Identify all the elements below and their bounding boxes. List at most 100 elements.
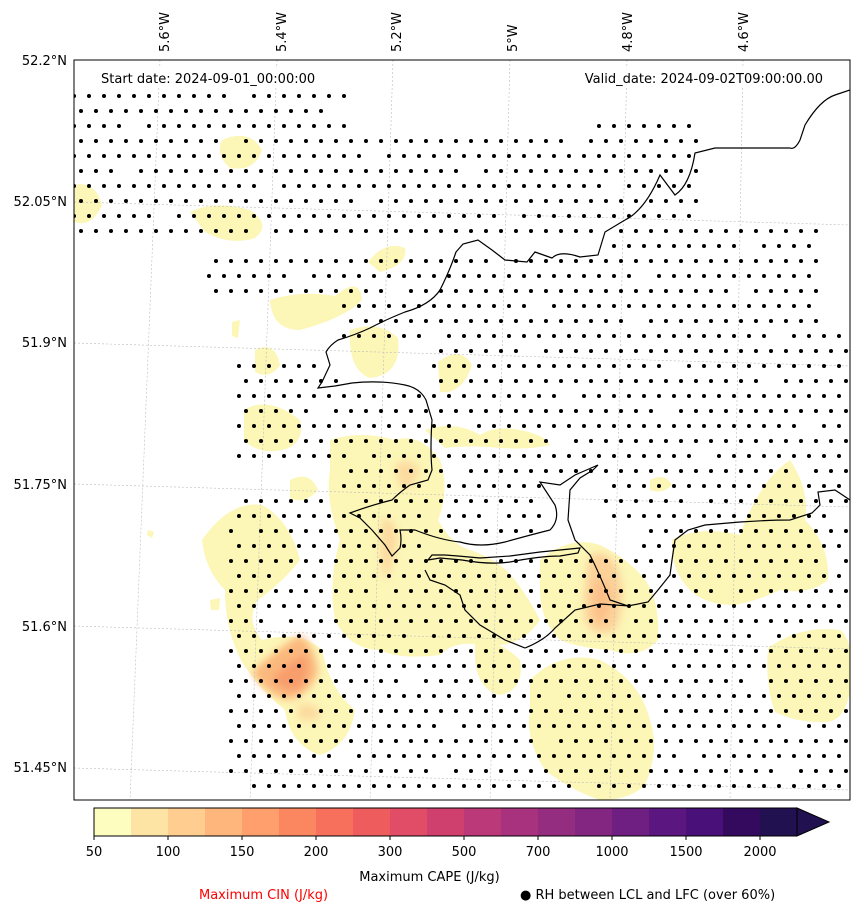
rh-dot — [244, 199, 248, 203]
rh-dot — [582, 274, 586, 278]
rh-dot — [807, 544, 811, 548]
rh-dot — [529, 289, 533, 293]
rh-dot — [447, 634, 451, 638]
rh-dot — [469, 409, 473, 413]
rh-dot — [454, 649, 458, 653]
rh-dot — [814, 319, 818, 323]
rh-dot — [259, 169, 263, 173]
rh-dot — [799, 679, 803, 683]
rh-dot — [694, 769, 698, 773]
rh-dot — [672, 784, 676, 788]
rh-dot — [612, 634, 616, 638]
rh-dot — [582, 634, 586, 638]
rh-dot — [589, 259, 593, 263]
rh-dot — [319, 679, 323, 683]
rh-dot — [582, 304, 586, 308]
rh-dot — [679, 589, 683, 593]
rh-dot — [634, 739, 638, 743]
start-date-label: Start date: 2024-09-01_00:00:00 — [101, 72, 315, 87]
rh-dot — [604, 349, 608, 353]
rh-dot — [739, 769, 743, 773]
rh-dot — [319, 289, 323, 293]
rh-dot — [364, 709, 368, 713]
rh-dot — [822, 634, 826, 638]
rh-dot — [94, 229, 98, 233]
rh-dot — [252, 214, 256, 218]
rh-dot — [364, 619, 368, 623]
rh-dot — [739, 739, 743, 743]
rh-dot — [597, 334, 601, 338]
rh-dot — [529, 409, 533, 413]
rh-dot — [507, 664, 511, 668]
rh-dot — [799, 259, 803, 263]
rh-dot — [807, 304, 811, 308]
rh-dot — [649, 199, 653, 203]
rh-dot — [334, 709, 338, 713]
rh-dot — [312, 394, 316, 398]
rh-dot — [169, 109, 173, 113]
rh-dot — [807, 334, 811, 338]
rh-dot — [342, 424, 346, 428]
rh-dot — [814, 619, 818, 623]
rh-dot — [574, 409, 578, 413]
rh-dot — [372, 694, 376, 698]
cape-colorbar: 50 100 150 200 300 500 700 1000 1500 2000 — [86, 807, 831, 860]
rh-dot — [657, 364, 661, 368]
rh-dot — [507, 394, 511, 398]
rh-dot — [394, 139, 398, 143]
rh-dot — [237, 364, 241, 368]
rh-dot — [829, 649, 833, 653]
rh-dot — [387, 304, 391, 308]
rh-dot — [349, 679, 353, 683]
rh-dot — [499, 379, 503, 383]
rh-dot — [672, 304, 676, 308]
valid-date-label: Valid_date: 2024-09-02T09:00:00.00 — [585, 72, 823, 87]
rh-dot — [747, 484, 751, 488]
rh-dot — [702, 484, 706, 488]
rh-dot — [447, 334, 451, 338]
rh-dot — [837, 604, 841, 608]
rh-dot — [477, 364, 481, 368]
rh-dot — [372, 304, 376, 308]
rh-dot — [319, 439, 323, 443]
rh-dot — [334, 589, 338, 593]
rh-dot — [717, 514, 721, 518]
rh-dot — [769, 349, 773, 353]
rh-dot — [567, 334, 571, 338]
rh-dot — [634, 499, 638, 503]
rh-dot — [334, 559, 338, 563]
colorbar-segment — [760, 808, 797, 836]
rh-dot — [552, 154, 556, 158]
rh-dot — [514, 589, 518, 593]
rh-dot — [327, 124, 331, 128]
rh-dot — [462, 754, 466, 758]
rh-dot — [492, 424, 496, 428]
rh-dot — [342, 724, 346, 728]
rh-dot — [784, 349, 788, 353]
rh-dot — [312, 184, 316, 188]
rh-dot — [327, 574, 331, 578]
rh-dot — [334, 169, 338, 173]
rh-dot — [657, 244, 661, 248]
rh-dot — [274, 229, 278, 233]
rh-dot — [117, 154, 121, 158]
rh-dot — [192, 124, 196, 128]
rh-dot — [199, 169, 203, 173]
rh-dot — [259, 529, 263, 533]
rh-dot — [282, 94, 286, 98]
rh-dot — [537, 334, 541, 338]
rh-dot — [837, 724, 841, 728]
rh-dot — [567, 364, 571, 368]
rh-dot — [469, 679, 473, 683]
rh-dot — [409, 739, 413, 743]
rh-dot — [319, 529, 323, 533]
rh-dot — [649, 559, 653, 563]
rh-dot — [799, 739, 803, 743]
rh-dot — [334, 199, 338, 203]
rh-dot — [619, 319, 623, 323]
rh-dot — [409, 229, 413, 233]
rh-dot — [619, 169, 623, 173]
rh-dot — [507, 484, 511, 488]
rh-dot — [844, 349, 848, 353]
rh-dot — [342, 184, 346, 188]
